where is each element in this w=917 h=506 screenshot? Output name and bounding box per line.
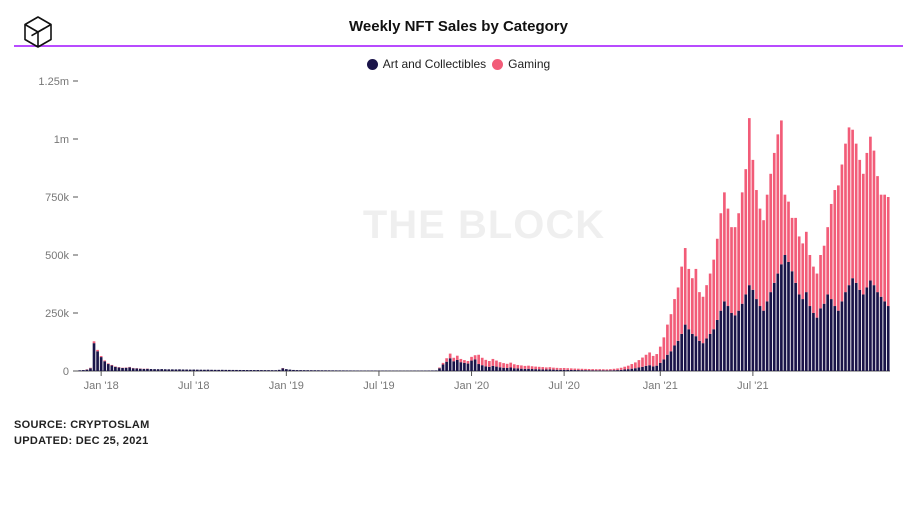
- updated-value: DEC 25, 2021: [76, 435, 149, 447]
- svg-text:750k: 750k: [45, 192, 69, 204]
- footer-source-line: SOURCE: CRYPTOSLAM: [14, 418, 903, 434]
- svg-text:0: 0: [63, 366, 69, 378]
- legend-swatch-gaming: [492, 59, 503, 70]
- chart-title: Weekly NFT Sales by Category: [20, 18, 897, 35]
- legend-item-art: Art and Collectibles: [367, 57, 486, 71]
- svg-text:250k: 250k: [45, 308, 69, 320]
- svg-text:Jul '19: Jul '19: [363, 380, 394, 392]
- legend-label-gaming: Gaming: [508, 57, 550, 71]
- chart-footer: SOURCE: CRYPTOSLAM UPDATED: DEC 25, 2021: [0, 410, 917, 450]
- chart-area: THE BLOCK 0 250k 500k 750k 1m 1.25m Jan '18 Jul …: [20, 75, 897, 410]
- svg-text:1.25m: 1.25m: [38, 76, 69, 88]
- chart-legend: Art and Collectibles Gaming: [0, 57, 917, 71]
- svg-text:Jan '21: Jan '21: [643, 380, 678, 392]
- chart-header: Weekly NFT Sales by Category: [0, 0, 917, 45]
- logo-icon: [20, 14, 56, 55]
- svg-text:Jul '18: Jul '18: [178, 380, 209, 392]
- source-label: SOURCE:: [14, 419, 67, 431]
- divider-line: [14, 45, 903, 47]
- svg-text:Jan '20: Jan '20: [454, 380, 489, 392]
- svg-text:Jan '19: Jan '19: [269, 380, 304, 392]
- svg-text:Jul '20: Jul '20: [548, 380, 579, 392]
- chart-svg: THE BLOCK 0 250k 500k 750k 1m 1.25m Jan '18 Jul …: [20, 75, 897, 405]
- svg-text:Jan '18: Jan '18: [84, 380, 119, 392]
- svg-text:500k: 500k: [45, 250, 69, 262]
- svg-text:Jul '21: Jul '21: [737, 380, 768, 392]
- legend-swatch-art: [367, 59, 378, 70]
- updated-label: UPDATED:: [14, 435, 72, 447]
- legend-item-gaming: Gaming: [492, 57, 550, 71]
- legend-label-art: Art and Collectibles: [383, 57, 486, 71]
- footer-updated-line: UPDATED: DEC 25, 2021: [14, 434, 903, 450]
- svg-text:THE BLOCK: THE BLOCK: [363, 203, 605, 247]
- svg-text:1m: 1m: [54, 134, 69, 146]
- source-value: CRYPTOSLAM: [70, 419, 149, 431]
